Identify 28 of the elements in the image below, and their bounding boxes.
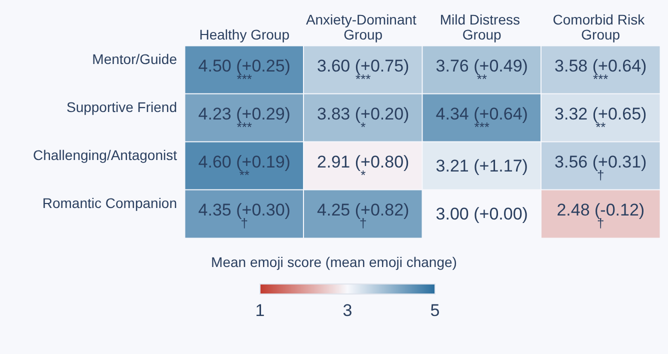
data-label: 4.34 (+0.64) *** [436, 104, 528, 134]
data-label: 4.35 (+0.30) † [198, 200, 290, 230]
data-label: 3.58 (+0.64) *** [554, 56, 647, 86]
color-bar-label: 5 [430, 301, 440, 320]
data-label: 2.48 (-0.12) † [556, 200, 645, 230]
x-tick-label: Healthy Group [199, 26, 290, 42]
data-label: 3.00 (+0.00) [436, 204, 528, 224]
data-label: 4.23 (+0.29) *** [198, 104, 290, 134]
data-label: 3.76 (+0.49) ** [436, 56, 528, 86]
y-tick-label: Challenging/Antagonist [33, 147, 178, 163]
data-label: 3.60 (+0.75) *** [317, 56, 410, 86]
data-label: 3.32 (+0.65) ** [554, 104, 647, 134]
data-label: 4.60 (+0.19) ** [198, 152, 290, 182]
y-tick-label: Supportive Friend [66, 99, 177, 115]
color-bar-label: 1 [255, 301, 265, 320]
y-tick-label: Mentor/Guide [92, 51, 178, 67]
y-tick-label: Romantic Companion [42, 195, 177, 211]
color-bar-label: 3 [342, 301, 352, 320]
x-tick-label: Anxiety-Dominant Group [306, 12, 420, 42]
data-label: 4.50 (+0.25) *** [198, 56, 290, 86]
data-label: 2.91 (+0.80) * [317, 152, 410, 182]
data-label: 3.56 (+0.31) † [554, 152, 647, 182]
color-bar-title: Mean emoji score (mean emoji change) [211, 254, 457, 270]
data-label: 3.21 (+1.17) [436, 156, 528, 176]
data-label: 4.25 (+0.82) † [317, 200, 410, 230]
x-tick-label: Mild Distress Group [440, 12, 524, 42]
x-tick-label: Comorbid Risk Group [552, 12, 648, 42]
data-label: 3.83 (+0.20) * [317, 104, 410, 134]
